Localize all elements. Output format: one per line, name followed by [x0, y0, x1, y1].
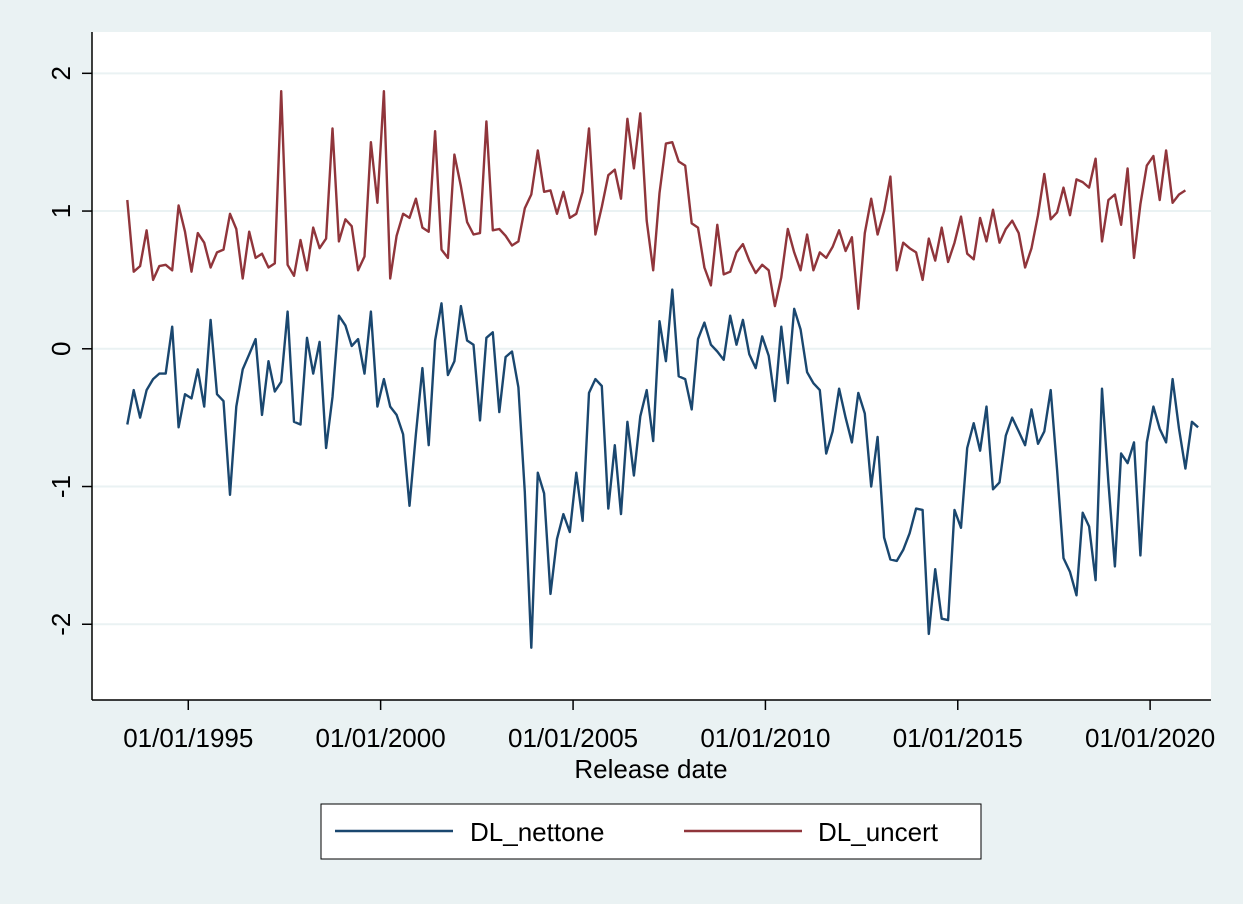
plot-area — [92, 32, 1211, 700]
y-tick-label: -2 — [46, 613, 76, 636]
axes: 2 1 0 -1 -2 01/01/1995 01/01/2000 01/01/2005 01/… — [46, 32, 1215, 753]
legend-label: DL_nettone — [470, 817, 604, 847]
x-tick-label: 01/01/2015 — [893, 723, 1023, 753]
x-tick-label: 01/01/2000 — [316, 723, 446, 753]
series-line-dl-uncert — [126, 89, 1187, 310]
y-tick-label: 2 — [46, 66, 76, 80]
x-tick-label: 01/01/2020 — [1085, 723, 1215, 753]
y-tick-label: 0 — [46, 342, 76, 356]
legend: DL_nettone DL_uncert — [320, 803, 982, 860]
gridlines — [92, 72, 1211, 626]
y-tick-label: 1 — [46, 204, 76, 218]
series-line-dl-nettone — [126, 288, 1199, 649]
x-tick-label: 01/01/2005 — [508, 723, 638, 753]
x-tick-label: 01/01/1995 — [123, 723, 253, 753]
x-tick-label: 01/01/2010 — [700, 723, 830, 753]
y-tick-label: -1 — [46, 475, 76, 498]
x-axis-title: Release date — [574, 754, 727, 784]
legend-label: DL_uncert — [818, 817, 939, 847]
series-lines — [126, 89, 1199, 649]
